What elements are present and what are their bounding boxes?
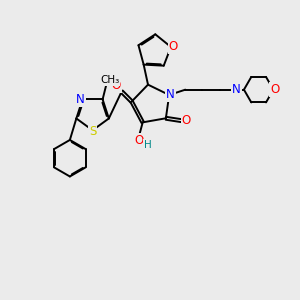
Text: O: O [182,114,191,127]
Text: N: N [166,88,175,101]
Text: N: N [76,93,85,106]
Text: O: O [134,134,144,146]
Text: CH₃: CH₃ [100,75,119,85]
Text: N: N [232,82,241,96]
Text: S: S [89,125,96,138]
Text: O: O [270,83,280,96]
Text: O: O [112,79,121,92]
Text: O: O [169,40,178,53]
Text: H: H [143,140,151,150]
